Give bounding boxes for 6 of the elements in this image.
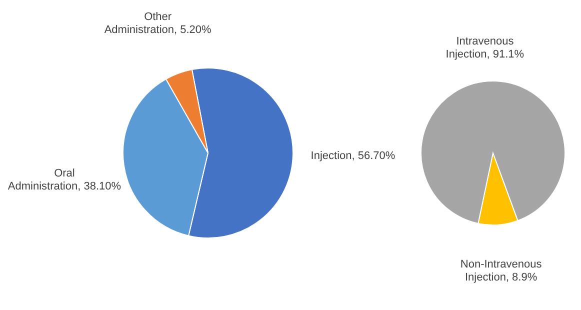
pie-slice <box>420 80 566 224</box>
slice-label: Intravenous Injection, 91.1% <box>446 35 524 60</box>
slice-label: Injection, 56.70% <box>310 150 396 162</box>
slice-label: Oral Administration, 38.10% <box>8 168 122 193</box>
slice-label: Non-Intravenous Injection, 8.9% <box>460 258 542 284</box>
slice-label: Other Administration, 5.20% <box>104 10 212 36</box>
